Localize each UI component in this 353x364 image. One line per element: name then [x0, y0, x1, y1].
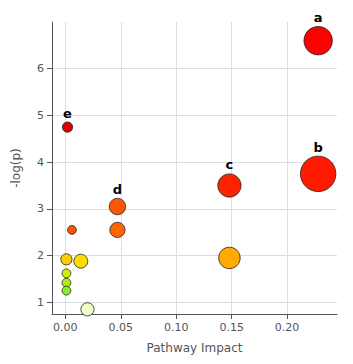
svg-text:a: a: [314, 10, 323, 25]
svg-text:1: 1: [37, 296, 44, 309]
svg-text:c: c: [226, 157, 234, 172]
svg-text:b: b: [313, 140, 322, 155]
svg-text:3: 3: [37, 202, 44, 215]
svg-text:4: 4: [37, 156, 44, 169]
svg-text:Pathway Impact: Pathway Impact: [147, 341, 243, 355]
svg-text:d: d: [113, 182, 122, 197]
svg-text:0.20: 0.20: [275, 321, 300, 334]
svg-text:0.10: 0.10: [164, 321, 189, 334]
svg-text:-log(p): -log(p): [9, 148, 23, 188]
svg-text:0.00: 0.00: [53, 321, 78, 334]
svg-text:0.05: 0.05: [109, 321, 134, 334]
svg-text:6: 6: [37, 62, 44, 75]
svg-text:5: 5: [37, 109, 44, 122]
svg-text:0.15: 0.15: [219, 321, 244, 334]
svg-text:2: 2: [37, 249, 44, 262]
svg-text:e: e: [63, 106, 72, 121]
